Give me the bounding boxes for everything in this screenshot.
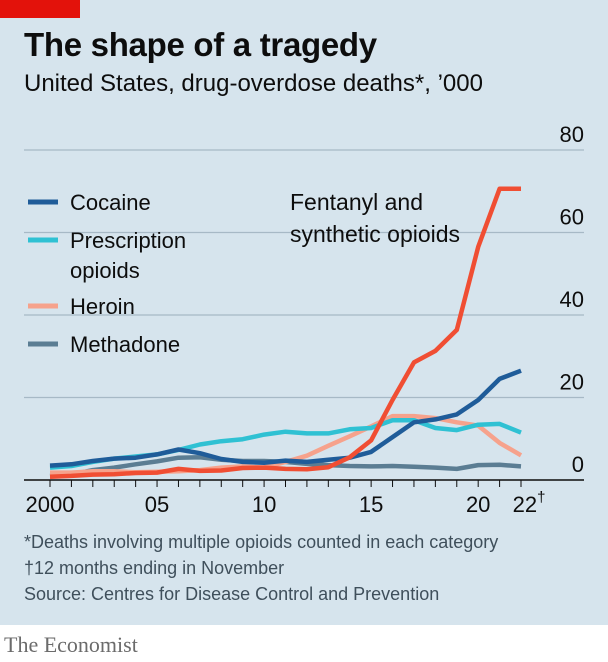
x-tick-label-4: 20	[466, 492, 490, 517]
x-tick-label-5: 22†	[513, 489, 546, 517]
footnote-12-months: †12 months ending in November	[24, 558, 285, 578]
chart-subtitle: United States, drug-overdose deaths*, ’0…	[24, 70, 483, 97]
y-tick-label-40: 40	[560, 287, 584, 312]
y-tick-label-0: 0	[572, 452, 584, 477]
y-tick-label-20: 20	[560, 370, 584, 395]
footnote-multiple-opioids: *Deaths involving multiple opioids count…	[24, 532, 499, 552]
annotation-fentanyl: Fentanyl and synthetic opioids	[290, 189, 460, 247]
x-tick-label-1: 05	[145, 492, 169, 517]
source-note: Source: Centres for Disease Control and …	[24, 584, 440, 604]
legend-label-prescription-opioids: Prescription opioids	[70, 228, 186, 283]
series-line-cocaine	[49, 368, 522, 468]
legend-label-cocaine: Cocaine	[70, 190, 151, 215]
series-line-heroin	[50, 413, 523, 475]
annotation-line: synthetic opioids	[290, 221, 460, 247]
y-tick-label-60: 60	[560, 205, 584, 230]
chart-panel	[0, 0, 608, 625]
brand-red-tag	[0, 0, 80, 18]
series-line-fentanyl-and-synthetic-opioids	[49, 186, 521, 479]
chart-title: The shape of a tragedy	[24, 26, 377, 63]
annotation-line: Fentanyl and	[290, 189, 423, 215]
x-tick-label-3: 15	[359, 492, 383, 517]
legend-label-line: Heroin	[70, 294, 135, 319]
x-tick-label-0: 2000	[26, 492, 75, 517]
dagger-mark: †	[537, 489, 545, 506]
legend-label-line: opioids	[70, 258, 140, 283]
line-chart: 0 20 40 60 80 2000 05 10 15 20 22† Cocaine Prescri…	[24, 122, 584, 517]
economist-logo-text: The Economist	[4, 632, 138, 657]
x-tick-label-text: 22	[513, 492, 537, 517]
legend-label-line: Prescription	[70, 228, 186, 253]
x-tick-label-2: 10	[252, 492, 276, 517]
legend-label-line: Methadone	[70, 332, 180, 357]
legend-label-heroin: Heroin	[70, 294, 135, 319]
legend-label-line: Cocaine	[70, 190, 151, 215]
y-tick-label-80: 80	[560, 122, 584, 147]
legend-label-methadone: Methadone	[70, 332, 180, 357]
